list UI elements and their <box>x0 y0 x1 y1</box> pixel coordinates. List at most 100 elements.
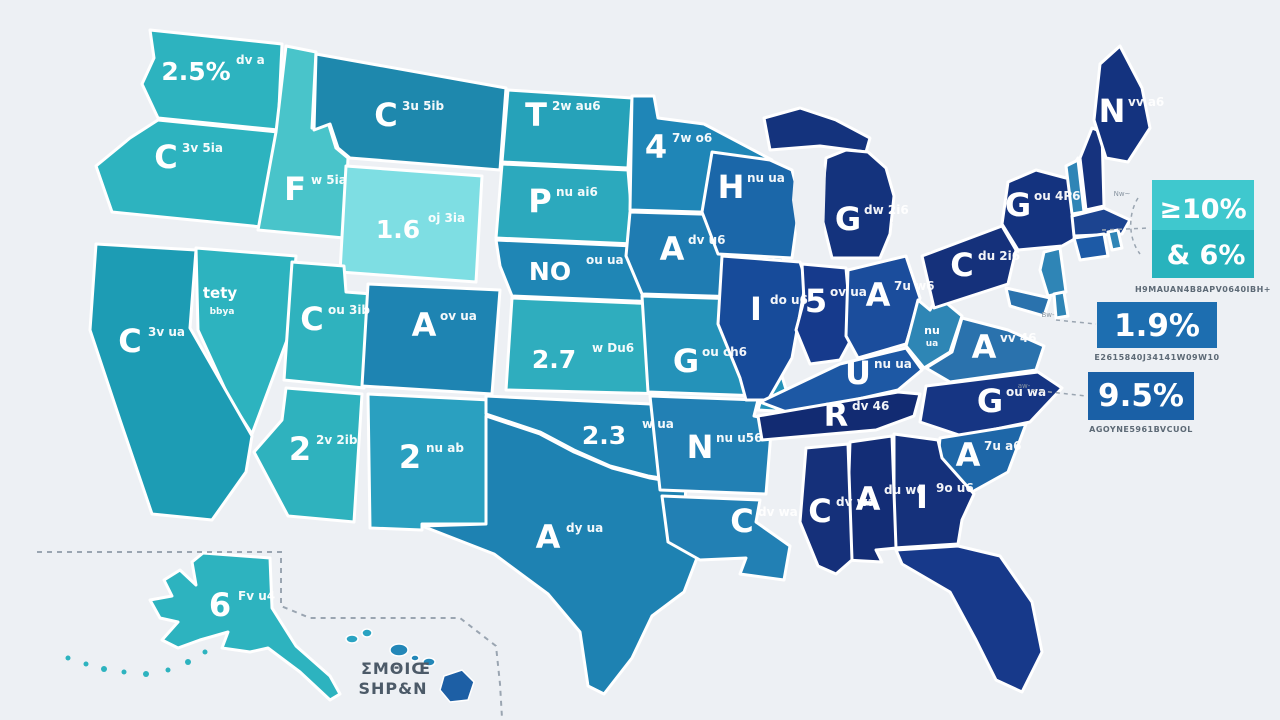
state-pa <box>920 224 1018 310</box>
state-sublabel-ga: 9o u6 <box>936 481 974 495</box>
aleutian-islands <box>65 649 208 677</box>
hawaii-island <box>389 643 409 657</box>
hawaii-island <box>361 628 373 638</box>
state-tx <box>420 414 702 696</box>
state-sublabel-sd: nu ai6 <box>556 185 598 199</box>
state-label-oh: A <box>866 276 891 314</box>
state-mt <box>312 52 508 172</box>
state-sublabel-ut: ou 3ib <box>328 303 370 317</box>
inset-border <box>37 551 503 719</box>
state-label-al: A <box>856 480 881 518</box>
state-sublabel-ok: w ua <box>642 417 674 431</box>
state-sublabel-pa: du 2i6 <box>978 249 1020 263</box>
legend-box1-top <box>1152 180 1254 230</box>
state-sublabel-ne: ou ua <box>586 253 624 267</box>
state-label-az: 2 <box>289 430 311 468</box>
state-nh <box>1078 126 1106 212</box>
state-sublabel-in: ov ua <box>830 285 867 299</box>
state-label-ms: C <box>808 492 831 530</box>
state-md <box>1004 286 1052 318</box>
state-sublabel-wa: dv a <box>236 53 265 67</box>
state-label-wa: 2.5% <box>161 57 230 86</box>
state-label-ky: U <box>845 354 871 392</box>
state-label-ut: C <box>300 300 323 338</box>
state-label-mn: 4 <box>645 128 667 166</box>
state-sublabel-co: ov ua <box>440 309 477 323</box>
legend-connector-2 <box>1055 319 1097 325</box>
state-sublabel-or: 3v 5ia <box>182 141 223 155</box>
state-ms <box>798 442 854 576</box>
legend-box1-line1: ≥10% <box>1159 194 1246 225</box>
state-label-me: N <box>1099 92 1126 130</box>
state-la <box>660 494 792 582</box>
hawaii-big-island <box>439 669 475 703</box>
state-label-ny: G <box>1005 186 1031 224</box>
state-label-mt: C <box>374 96 397 134</box>
state-wy <box>338 164 484 284</box>
state-fl <box>894 544 1044 694</box>
state-label-sc: A <box>956 436 981 474</box>
state-label-pa: C <box>950 246 973 284</box>
state-label-la: C <box>730 502 753 540</box>
state-sublabel-az: 2v 2ib <box>316 433 358 447</box>
hawaii-islands <box>345 628 475 703</box>
hawaii-caption-line1: ΣMΘIŒ <box>361 659 431 678</box>
state-sublabel-wy: oj 3ia <box>428 211 465 225</box>
state-sublabel-id: w 5ia <box>311 173 347 187</box>
state-sublabel-nd: 2w au6 <box>552 99 601 113</box>
state-va <box>924 316 1046 384</box>
state-az <box>252 386 364 524</box>
state-sublabel-nv: bbya <box>210 307 235 317</box>
state-label-nm: 2 <box>399 438 421 476</box>
state-label-tx: A <box>536 518 561 556</box>
state-wi <box>700 150 802 260</box>
state-sublabel-ks: w Du6 <box>592 341 634 355</box>
state-sublabel-ky: nu ua <box>874 357 912 371</box>
state-me <box>1092 44 1152 164</box>
state-nm <box>366 392 492 532</box>
state-label-ok: 2.3 <box>582 421 626 450</box>
hawaii-island <box>422 657 436 667</box>
state-label-wy: 1.6 <box>376 215 420 244</box>
state-label-in: 5 <box>805 282 827 320</box>
state-sublabel-la: dv wa <box>758 505 798 519</box>
hawaii-island <box>410 654 420 662</box>
legend-tick2: Bw- <box>1041 311 1055 319</box>
state-label-nc: G <box>977 382 1003 420</box>
state-label-ar: N <box>687 428 714 466</box>
hawaii-caption-line2: SHΡ&N <box>359 679 428 698</box>
state-label-ks: 2.7 <box>532 345 576 374</box>
state-wa <box>140 28 284 132</box>
state-sublabel-tx: dy ua <box>566 521 603 535</box>
state-label-il: I <box>750 290 762 328</box>
state-label-ne: NO <box>529 257 571 286</box>
legend-connector-3 <box>1031 389 1087 397</box>
state-label-mo: G <box>673 342 699 380</box>
state-sublabel-wv: ua <box>926 339 938 349</box>
legend-box1-bottom <box>1152 230 1254 278</box>
hawaii-island <box>345 634 359 644</box>
state-sublabel-ia: dv u6 <box>688 233 725 247</box>
state-sublabel-oh: 7u w6 <box>894 279 935 293</box>
state-sublabel-wi: nu ua <box>747 171 785 185</box>
state-ga <box>892 432 976 550</box>
state-label-mi: G <box>835 200 861 238</box>
state-label-tn: R <box>824 396 849 434</box>
lake-michigan <box>792 150 826 258</box>
state-label-ak: 6 <box>209 586 231 624</box>
state-sublabel-mi: dw 2i6 <box>864 203 909 217</box>
legend-tick3: aw- <box>1018 382 1031 390</box>
state-sublabel-ca: 3v ua <box>148 325 185 339</box>
state-mi-upper <box>762 106 872 154</box>
state-nc <box>918 370 1064 438</box>
state-label-ca: C <box>118 322 141 360</box>
state-sublabel-sc: 7u a6 <box>984 439 1022 453</box>
state-de <box>1052 290 1070 320</box>
state-ri <box>1106 228 1124 252</box>
state-sublabel-mt: 3u 5ib <box>402 99 445 113</box>
legend-box1-line2: & 6% <box>1167 240 1246 271</box>
state-sublabel-me: vv a6 <box>1128 95 1164 109</box>
state-label-ia: A <box>660 230 685 268</box>
state-label-sd: P <box>528 182 551 220</box>
